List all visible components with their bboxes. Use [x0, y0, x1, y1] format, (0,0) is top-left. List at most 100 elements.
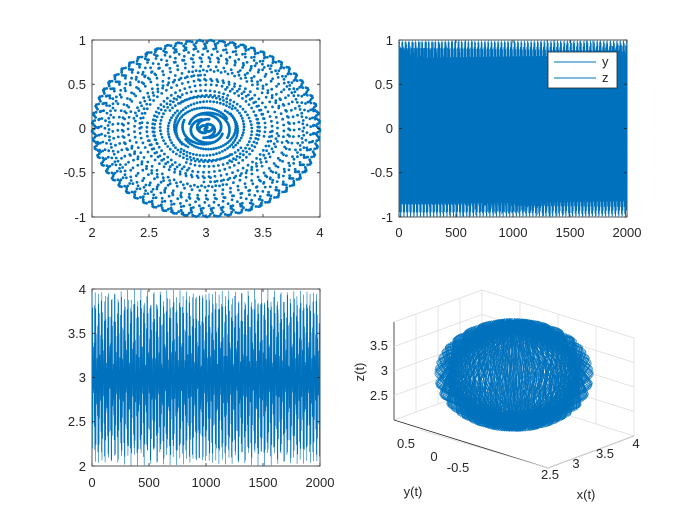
- scatter-point: [139, 136, 143, 140]
- scatter-point: [232, 41, 236, 45]
- scatter-point: [200, 158, 203, 162]
- scatter-point: [137, 109, 141, 113]
- scatter-point: [221, 199, 225, 203]
- scatter-point: [192, 95, 196, 99]
- scatter-point: [96, 149, 100, 153]
- scatter-point: [191, 152, 195, 156]
- scatter-point: [117, 115, 121, 119]
- scatter-point: [177, 138, 181, 142]
- scatter-point: [99, 125, 103, 128]
- scatter-point: [233, 106, 237, 110]
- scatter-point: [171, 106, 174, 110]
- scatter-point: [148, 143, 152, 147]
- scatter-point: [143, 111, 147, 115]
- scatter-point: [234, 143, 238, 147]
- scatter-point: [269, 194, 273, 198]
- scatter-point: [277, 189, 281, 193]
- scatter-point: [228, 166, 232, 169]
- scatter-point: [315, 117, 319, 120]
- scatter-point: [132, 158, 135, 162]
- scatter-point: [157, 47, 161, 50]
- scatter-point: [244, 87, 247, 91]
- scatter-point: [263, 75, 267, 78]
- scatter-point: [274, 69, 277, 73]
- scatter-point: [257, 205, 260, 209]
- scatter-point: [129, 83, 132, 87]
- scatter-point: [114, 80, 118, 84]
- scatter-point: [103, 92, 106, 95]
- scatter-point: [299, 153, 303, 157]
- scatter-point: [212, 147, 216, 151]
- scatter-point: [138, 55, 142, 59]
- scatter-point: [254, 100, 257, 104]
- scatter-point: [271, 150, 275, 154]
- scatter-point: [234, 123, 238, 126]
- scatter-point: [156, 83, 159, 87]
- scatter-point: [153, 177, 156, 181]
- scatter-point: [223, 70, 227, 73]
- scatter-point: [236, 131, 239, 135]
- scatter-point: [300, 111, 304, 115]
- scatter-point: [150, 169, 154, 172]
- scatter-point: [190, 40, 194, 44]
- scatter-point: [151, 91, 155, 94]
- scatter-point: [234, 211, 238, 214]
- scatter-point: [295, 178, 299, 181]
- scatter-point: [152, 193, 156, 197]
- scatter-point: [225, 100, 229, 104]
- scatter-point: [160, 149, 164, 153]
- scatter-point: [233, 63, 237, 67]
- z-axis-label: z(t): [352, 363, 367, 382]
- scatter-point: [228, 41, 232, 44]
- scatter-point: [291, 115, 295, 119]
- scatter-point: [200, 184, 203, 188]
- scatter-point: [211, 95, 215, 99]
- scatter-point: [291, 177, 295, 180]
- scatter-point: [201, 53, 205, 56]
- scatter-point: [218, 101, 222, 105]
- scatter-point: [122, 129, 125, 133]
- scatter-point: [185, 40, 189, 44]
- scatter-point: [164, 209, 168, 213]
- scatter-point: [216, 50, 219, 53]
- scatter-point: [182, 44, 186, 48]
- scatter-point: [251, 160, 254, 164]
- scatter-point: [238, 202, 242, 206]
- scatter-point: [304, 116, 308, 119]
- scatter-point: [265, 160, 268, 164]
- scatter-point: [256, 137, 260, 141]
- scatter-point: [161, 86, 165, 90]
- scatter-point: [248, 147, 251, 151]
- scatter-point: [266, 110, 270, 114]
- scatter-point: [214, 184, 218, 188]
- scatter-point: [229, 190, 232, 194]
- scatter-point: [184, 48, 188, 52]
- scatter-point: [287, 80, 290, 84]
- scatter-point: [212, 200, 216, 204]
- scatter-point: [233, 91, 237, 95]
- scatter-point: [173, 167, 177, 171]
- scatter-point: [184, 174, 188, 178]
- scatter-point: [271, 61, 275, 65]
- scatter-point: [254, 114, 258, 117]
- scatter-point: [167, 121, 171, 125]
- scatter-point: [268, 54, 272, 58]
- scatter-point: [301, 141, 304, 144]
- trajectory-line: [434, 317, 594, 433]
- scatter-point: [226, 146, 229, 150]
- scatter-point: [285, 186, 289, 190]
- scatter-point: [176, 197, 180, 201]
- scatter-point: [198, 69, 202, 73]
- scatter-point: [256, 51, 260, 55]
- scatter-point: [263, 121, 267, 125]
- scatter-point: [125, 176, 128, 180]
- scatter-point: [202, 160, 206, 164]
- scatter-point: [258, 153, 262, 156]
- scatter-point: [123, 169, 127, 173]
- scatter-point: [242, 206, 245, 210]
- scatter-point: [224, 88, 227, 91]
- scatter-point: [238, 155, 242, 159]
- scatter-point: [146, 160, 150, 164]
- scatter-point: [164, 109, 167, 112]
- scatter-point: [292, 162, 295, 165]
